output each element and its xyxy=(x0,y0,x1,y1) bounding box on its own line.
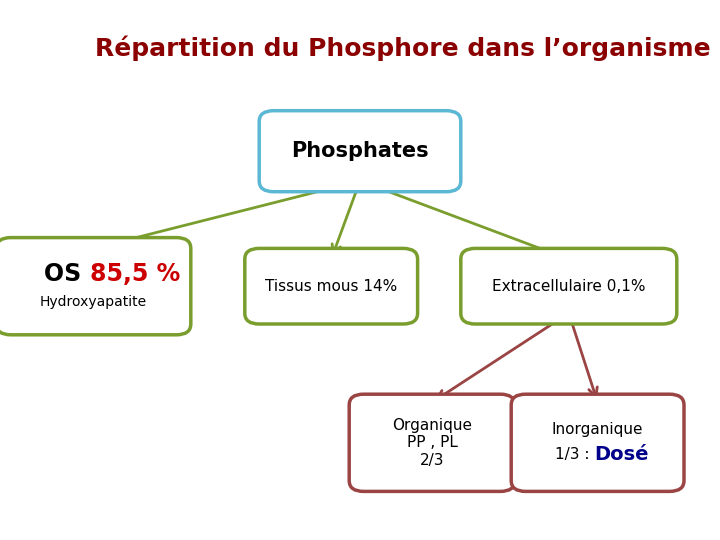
Text: OS: OS xyxy=(45,262,90,286)
FancyBboxPatch shape xyxy=(349,394,515,491)
FancyBboxPatch shape xyxy=(0,238,191,335)
Text: Organique
PP , PL
2/3: Organique PP , PL 2/3 xyxy=(392,418,472,468)
FancyBboxPatch shape xyxy=(259,111,461,192)
FancyBboxPatch shape xyxy=(461,248,677,324)
FancyBboxPatch shape xyxy=(511,394,684,491)
Text: Inorganique: Inorganique xyxy=(552,422,644,437)
Text: Tissus mous 14%: Tissus mous 14% xyxy=(265,279,397,294)
Text: 1/3 :: 1/3 : xyxy=(554,447,594,462)
Text: Phosphates: Phosphates xyxy=(291,141,429,161)
Text: Dosé: Dosé xyxy=(594,445,649,464)
Text: Hydroxyapatite: Hydroxyapatite xyxy=(40,295,147,309)
Text: Répartition du Phosphore dans l’organisme: Répartition du Phosphore dans l’organism… xyxy=(95,36,711,62)
Text: 85,5 %: 85,5 % xyxy=(90,262,180,286)
FancyBboxPatch shape xyxy=(245,248,418,324)
Text: Extracellulaire 0,1%: Extracellulaire 0,1% xyxy=(492,279,646,294)
